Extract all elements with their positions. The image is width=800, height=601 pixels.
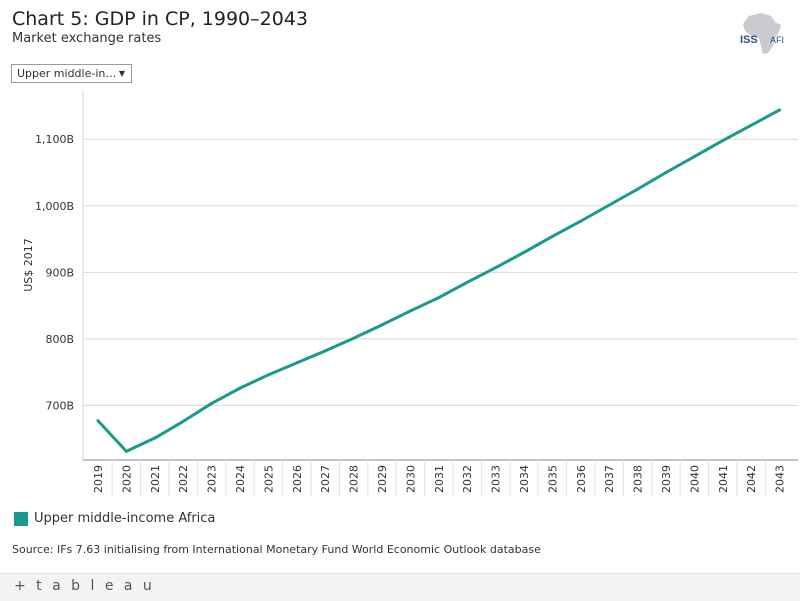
x-tick-label: 2034 (518, 465, 531, 493)
x-tick-label: 2031 (433, 465, 446, 493)
data-point[interactable] (380, 323, 384, 327)
x-tick-label: 2032 (461, 465, 474, 493)
iss-africa-logo: ISS AFI (740, 13, 784, 54)
x-axis-ticks: 2019 2020 2021 2022 2023 2024 2025 2026 2027 2028… (92, 460, 787, 497)
data-point[interactable] (579, 219, 583, 223)
y-axis-ticks: 700B 800B 900B 1,000B 1,100B (35, 133, 74, 412)
x-tick-label: 2037 (603, 465, 616, 493)
data-point[interactable] (778, 108, 782, 112)
x-tick-label: 2019 (92, 465, 105, 493)
data-point[interactable] (352, 336, 356, 340)
tableau-footer: + t a b l e a u (0, 573, 800, 601)
gridlines (82, 90, 798, 460)
chart-subtitle: Market exchange rates (12, 31, 162, 46)
data-point[interactable] (664, 171, 668, 175)
x-tick-label: 2030 (404, 465, 417, 493)
data-point[interactable] (494, 266, 498, 270)
y-tick-label: 1,100B (35, 133, 74, 146)
data-point[interactable] (465, 280, 469, 284)
x-tick-label: 2042 (745, 465, 758, 493)
y-axis-label: US$ 2017 (22, 238, 35, 292)
y-tick-label: 800B (45, 333, 74, 346)
x-tick-label: 2041 (717, 465, 730, 493)
data-point[interactable] (295, 361, 299, 365)
y-tick-label: 900B (45, 266, 74, 279)
chart-title: Chart 5: GDP in CP, 1990–2043 (12, 8, 309, 30)
x-tick-label: 2027 (319, 465, 332, 493)
legend-label: Upper middle-income Africa (34, 511, 216, 526)
data-point[interactable] (181, 419, 185, 423)
data-point[interactable] (408, 309, 412, 313)
y-tick-label: 700B (45, 399, 74, 412)
data-point[interactable] (437, 296, 441, 300)
data-point[interactable] (550, 234, 554, 238)
x-tick-label: 2023 (206, 465, 219, 493)
x-tick-label: 2036 (575, 465, 588, 493)
logo-afi-text: AFI (770, 35, 784, 45)
series-layer (96, 108, 782, 453)
data-point[interactable] (153, 436, 157, 440)
data-point[interactable] (607, 203, 611, 207)
x-tick-label: 2022 (177, 465, 190, 493)
data-point[interactable] (96, 419, 100, 423)
x-tick-label: 2040 (688, 465, 701, 493)
data-point[interactable] (210, 401, 214, 405)
tableau-brand[interactable]: + t a b l e a u (14, 578, 155, 594)
data-point[interactable] (266, 373, 270, 377)
source-note: Source: IFs 7.63 initialising from Inter… (12, 543, 541, 556)
x-tick-label: 2038 (632, 465, 645, 493)
logo-iss-text: ISS (740, 34, 758, 46)
x-tick-label: 2035 (546, 465, 559, 493)
x-tick-label: 2029 (376, 465, 389, 493)
x-tick-label: 2026 (291, 465, 304, 493)
legend[interactable]: Upper middle-income Africa (14, 511, 215, 526)
data-point[interactable] (238, 386, 242, 390)
x-tick-label: 2024 (234, 465, 247, 493)
x-tick-label: 2043 (774, 465, 787, 493)
x-tick-label: 2025 (262, 465, 275, 493)
x-tick-label: 2039 (660, 465, 673, 493)
y-tick-label: 1,000B (35, 200, 74, 213)
x-tick-label: 2033 (490, 465, 503, 493)
series-line[interactable] (96, 108, 782, 453)
africa-map-icon (743, 13, 781, 54)
data-point[interactable] (636, 187, 640, 191)
income-group-filter[interactable]: Upper middle-in… ▼ (11, 64, 132, 83)
x-tick-label: 2020 (120, 465, 133, 493)
data-point[interactable] (721, 139, 725, 143)
filter-selected-value: Upper middle-in… (17, 67, 117, 80)
dropdown-arrow-icon[interactable]: ▼ (118, 69, 125, 78)
data-point[interactable] (692, 155, 696, 159)
data-point[interactable] (749, 123, 753, 127)
data-point[interactable] (522, 250, 526, 254)
x-tick-label: 2028 (348, 465, 361, 493)
data-point[interactable] (124, 449, 128, 453)
x-tick-label: 2021 (149, 465, 162, 493)
data-point[interactable] (323, 349, 327, 353)
legend-swatch (14, 511, 28, 526)
